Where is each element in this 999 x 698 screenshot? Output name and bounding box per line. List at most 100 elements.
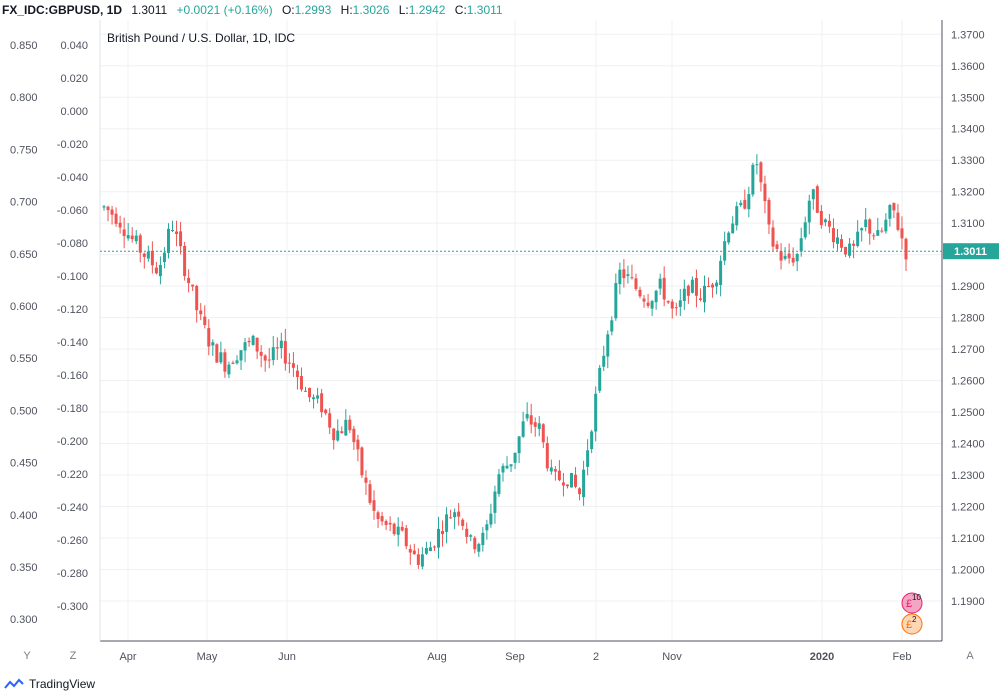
candle-body bbox=[545, 443, 549, 469]
candle-body bbox=[432, 546, 436, 548]
left-inner-tick-label: -0.140 bbox=[57, 337, 88, 349]
gbp-event-glyph: £ bbox=[906, 598, 912, 610]
left-inner-tick-label: 0.040 bbox=[60, 40, 88, 52]
candle-body bbox=[150, 250, 154, 266]
candle-body bbox=[884, 219, 888, 232]
candle-body bbox=[199, 310, 203, 315]
left-inner-tick-label: -0.100 bbox=[57, 271, 88, 283]
left-outer-tick-label: 0.550 bbox=[10, 353, 38, 365]
candle-body bbox=[670, 301, 674, 309]
candle-body bbox=[122, 229, 126, 237]
candle-body bbox=[243, 342, 247, 351]
candle-body bbox=[642, 298, 646, 302]
left-inner-tick-label: -0.060 bbox=[57, 205, 88, 217]
candle-body bbox=[380, 516, 384, 522]
candle-body bbox=[880, 230, 884, 232]
z-button[interactable]: Z bbox=[69, 650, 77, 662]
right-tick-label: 1.2700 bbox=[951, 344, 985, 356]
candle-body bbox=[815, 186, 819, 213]
candle-body bbox=[267, 359, 271, 361]
candle-body bbox=[614, 283, 618, 319]
candle-body bbox=[747, 194, 751, 210]
candle-body bbox=[602, 355, 606, 367]
candle-body bbox=[485, 524, 489, 531]
candle-body bbox=[251, 335, 255, 345]
left-inner-tick-label: -0.020 bbox=[57, 139, 88, 151]
gbp-event-glyph-2: £ bbox=[906, 619, 912, 631]
candle-body bbox=[158, 264, 162, 277]
candle-body bbox=[743, 199, 747, 209]
candle-body bbox=[509, 464, 513, 467]
candle-body bbox=[162, 252, 166, 263]
candle-body bbox=[453, 512, 457, 518]
right-tick-label: 1.2200 bbox=[951, 502, 985, 514]
right-tick-label: 1.3600 bbox=[951, 61, 985, 73]
candle-body bbox=[275, 347, 279, 349]
plot-area[interactable] bbox=[100, 20, 942, 641]
candle-body bbox=[364, 477, 368, 483]
candle-body bbox=[896, 212, 900, 230]
candle-body bbox=[223, 352, 227, 372]
candle-body bbox=[803, 222, 807, 238]
candle-body bbox=[441, 531, 445, 535]
candle-body bbox=[166, 228, 170, 253]
candle-body bbox=[892, 202, 896, 211]
candle-body bbox=[904, 238, 908, 260]
candle-body bbox=[582, 469, 586, 498]
y-button[interactable]: Y bbox=[23, 650, 31, 662]
candle-body bbox=[844, 246, 848, 255]
candle-body bbox=[424, 547, 428, 554]
left-inner-tick-label: -0.120 bbox=[57, 304, 88, 316]
candle-body bbox=[707, 285, 711, 287]
candle-body bbox=[412, 550, 416, 555]
candle-body bbox=[731, 223, 735, 234]
left-outer-tick-label: 0.450 bbox=[10, 458, 38, 470]
auto-scale-button[interactable]: A bbox=[966, 650, 974, 662]
price-chart[interactable]: 1.3700 1.3600 1.3500 1.3400 1.3300 1.3200 1.31… bbox=[0, 0, 999, 674]
candle-body bbox=[461, 519, 465, 526]
candle-body bbox=[449, 517, 453, 519]
candle-body bbox=[864, 219, 868, 227]
candle-body bbox=[783, 255, 787, 259]
candle-body bbox=[465, 528, 469, 537]
right-tick-label: 1.3500 bbox=[951, 92, 985, 104]
candle-body bbox=[541, 424, 545, 443]
event-markers[interactable]: £ 10 £ 2 bbox=[901, 592, 923, 635]
candle-body bbox=[811, 189, 815, 200]
candle-body bbox=[203, 316, 207, 326]
candle-body bbox=[666, 301, 670, 303]
candle-body bbox=[437, 528, 441, 548]
candle-body bbox=[513, 452, 517, 463]
gbp-event-icon bbox=[901, 592, 923, 614]
candle-body bbox=[751, 164, 755, 195]
right-tick-label: 1.2500 bbox=[951, 407, 985, 419]
candle-body bbox=[191, 284, 195, 287]
symbol-label[interactable]: FX_IDC:GBPUSD, 1D bbox=[2, 3, 123, 17]
candle-body bbox=[739, 202, 743, 206]
candle-body bbox=[799, 238, 803, 252]
price-change: +0.0021 (+0.16%) bbox=[176, 3, 273, 17]
candle-body bbox=[779, 251, 783, 261]
candle-body bbox=[130, 235, 134, 240]
candle-body bbox=[283, 341, 287, 364]
candle-body bbox=[118, 222, 122, 228]
candle-body bbox=[179, 231, 183, 247]
right-tick-label: 1.2400 bbox=[951, 439, 985, 451]
candle-body bbox=[324, 409, 328, 414]
right-tick-label: 1.2100 bbox=[951, 533, 985, 545]
candle-body bbox=[336, 430, 340, 441]
candle-body bbox=[586, 450, 590, 467]
last-price-badge: 1.3011 bbox=[943, 243, 999, 260]
candle-body bbox=[626, 274, 630, 277]
candle-body bbox=[840, 239, 844, 248]
candle-body bbox=[372, 500, 376, 511]
candle-body bbox=[396, 526, 400, 535]
low-label: L: bbox=[398, 3, 409, 17]
candle-body bbox=[622, 269, 626, 279]
candle-body bbox=[505, 465, 509, 469]
x-tick-label: 2 bbox=[593, 651, 599, 663]
candle-body bbox=[630, 277, 634, 279]
candle-body bbox=[521, 421, 525, 437]
tradingview-logo[interactable]: TradingView bbox=[4, 677, 95, 691]
left-outer-tick-label: 0.800 bbox=[10, 92, 38, 104]
